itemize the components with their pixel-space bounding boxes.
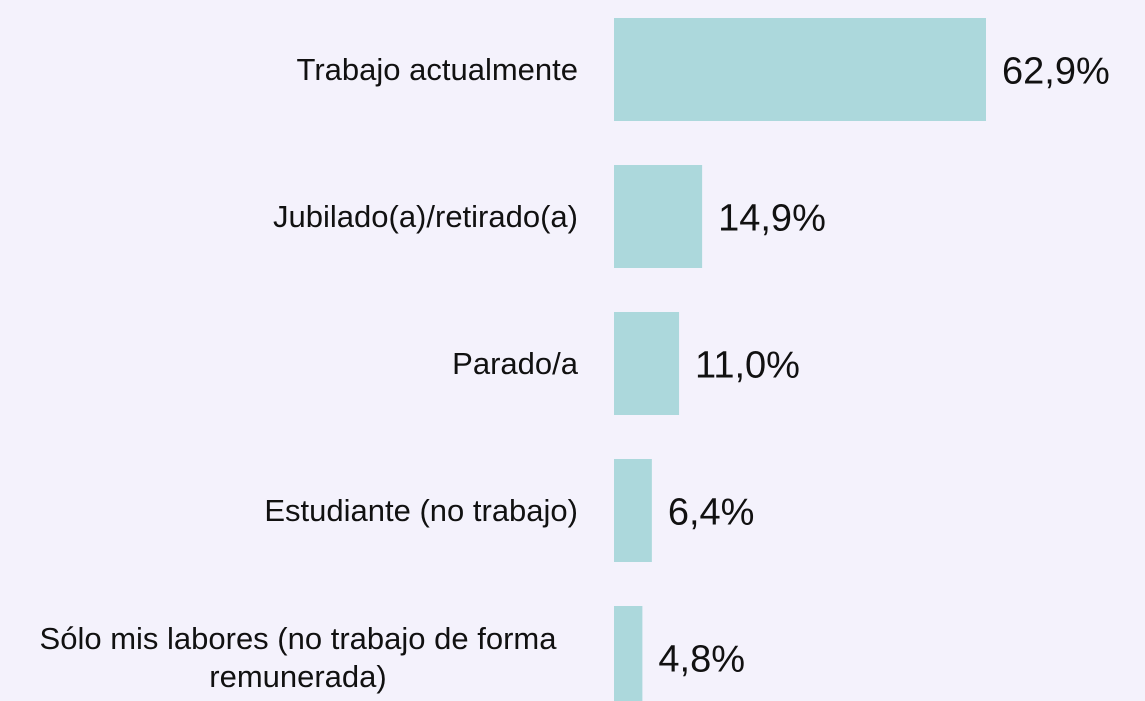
bar [614,459,652,562]
category-label-text: Parado/a [452,345,578,381]
category-label: Sólo mis labores (no trabajo de forma re… [8,620,578,696]
category-label: Estudiante (no trabajo) [8,492,578,530]
category-label-text: Sólo mis labores (no trabajo de forma re… [39,620,557,694]
category-label-text: Jubilado(a)/retirado(a) [273,198,578,234]
category-label-text: Estudiante (no trabajo) [264,492,578,528]
value-label: 11,0% [695,344,800,386]
value-label: 62,9% [1002,50,1110,92]
bar [614,165,703,268]
bar [614,312,680,415]
value-label: 4,8% [658,638,745,680]
value-label: 6,4% [667,491,755,533]
bar [614,606,643,701]
category-label: Jubilado(a)/retirado(a) [8,198,578,236]
category-label-text: Trabajo actualmente [296,51,578,87]
bar [614,18,986,121]
category-label: Parado/a [8,345,578,383]
category-label: Trabajo actualmente [8,51,578,89]
value-label: 14,9% [718,197,826,239]
